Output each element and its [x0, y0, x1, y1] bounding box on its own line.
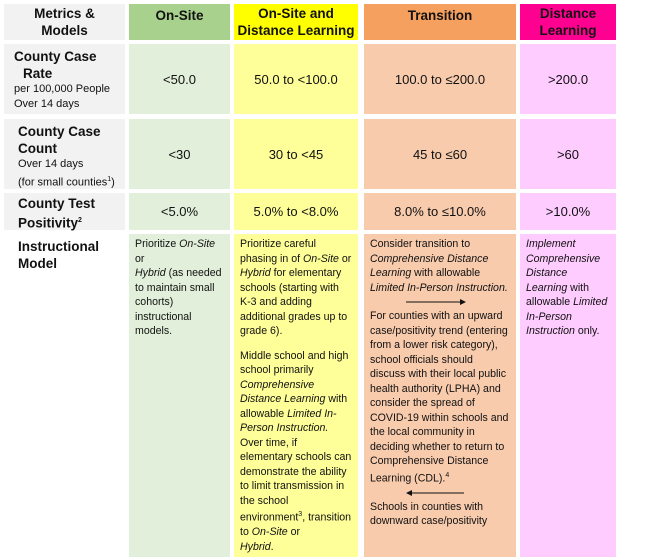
transition-para-3: Schools in counties with downward case/p… [370, 500, 488, 528]
instructional-onsite: Prioritize On-Site or Hybrid (as needed … [129, 234, 230, 557]
case-count-sub2: (for small counties1) [18, 176, 115, 189]
header-distance-label: Distance Learning [539, 6, 597, 38]
case-rate-distance: >200.0 [520, 44, 616, 114]
case-count-transition: 45 to ≤60 [364, 119, 516, 189]
row-label-positivity: County Test Positivity2 [4, 193, 125, 231]
case-rate-sub1: per 100,000 People [14, 83, 111, 95]
header-transition: Transition [364, 4, 516, 40]
right-arrow-icon [370, 295, 510, 309]
instructional-transition: Consider transition to Comprehensive Dis… [364, 234, 516, 557]
header-transition-label: Transition [407, 8, 473, 23]
case-rate-onsite: <50.0 [129, 44, 230, 114]
case-rate-transition: 100.0 to ≤200.0 [364, 44, 516, 114]
instructional-onsite-distance: Prioritize careful phasing in of On-Site… [234, 234, 358, 557]
instructional-title: Instructional Model [18, 239, 100, 271]
case-rate-onsite-distance: 50.0 to <100.0 [234, 44, 358, 114]
case-count-transition-value: 45 to ≤60 [412, 146, 468, 162]
left-arrow-icon [370, 486, 510, 500]
case-count-title: County Case Count [18, 124, 101, 156]
case-rate-onsite-distance-value: 50.0 to <100.0 [254, 71, 338, 87]
onsite-distance-para-2: Middle school and high school primarily … [240, 349, 352, 553]
positivity-transition-value: 8.0% to ≤10.0% [394, 204, 486, 219]
positivity-onsite-distance-value: 5.0% to <8.0% [253, 204, 339, 219]
positivity-transition: 8.0% to ≤10.0% [364, 193, 516, 230]
case-rate-sub2: Over 14 days [14, 98, 80, 110]
case-count-onsite: <30 [129, 119, 230, 189]
case-count-sub1: Over 14 days [18, 158, 84, 170]
case-count-distance: >60 [520, 119, 616, 189]
instructional-distance: Implement Comprehensive Distance Learnin… [520, 234, 616, 557]
positivity-distance: >10.0% [520, 193, 616, 230]
header-onsite-distance-label: On-Site and Distance Learning [237, 6, 355, 38]
case-count-distance-value: >60 [556, 146, 580, 162]
header-metrics-label: Metrics & Models [34, 6, 95, 38]
positivity-title: County Test Positivity2 [18, 196, 95, 231]
case-count-onsite-value: <30 [168, 146, 191, 162]
header-onsite-label: On-Site [155, 8, 204, 23]
header-onsite-distance: On-Site and Distance Learning [234, 4, 358, 40]
case-rate-onsite-value: <50.0 [163, 71, 196, 87]
case-rate-distance-value: >200.0 [547, 71, 589, 87]
positivity-onsite-distance: 5.0% to <8.0% [234, 193, 358, 230]
onsite-distance-para-1: Prioritize careful phasing in of On-Site… [240, 238, 352, 337]
case-rate-title: County Case Rate [14, 49, 97, 81]
positivity-onsite: <5.0% [129, 193, 230, 230]
case-count-onsite-distance: 30 to <45 [234, 119, 358, 189]
case-rate-transition-value: 100.0 to ≤200.0 [394, 71, 486, 87]
header-distance: Distance Learning [520, 4, 616, 40]
row-label-case-count: County Case Count Over 14 days (for smal… [4, 119, 125, 189]
row-label-instructional: Instructional Model [4, 234, 125, 557]
row-label-case-rate: County Case Rate per 100,000 People Over… [4, 44, 125, 114]
transition-para-2: For counties with an upward case/positiv… [370, 310, 509, 485]
case-count-onsite-distance-value: 30 to <45 [268, 146, 324, 162]
positivity-onsite-value: <5.0% [160, 204, 199, 219]
header-metrics: Metrics & Models [4, 4, 125, 40]
header-onsite: On-Site [129, 4, 230, 40]
transition-para-1: Consider transition to Comprehensive Dis… [370, 238, 508, 294]
positivity-distance-value: >10.0% [545, 204, 591, 219]
